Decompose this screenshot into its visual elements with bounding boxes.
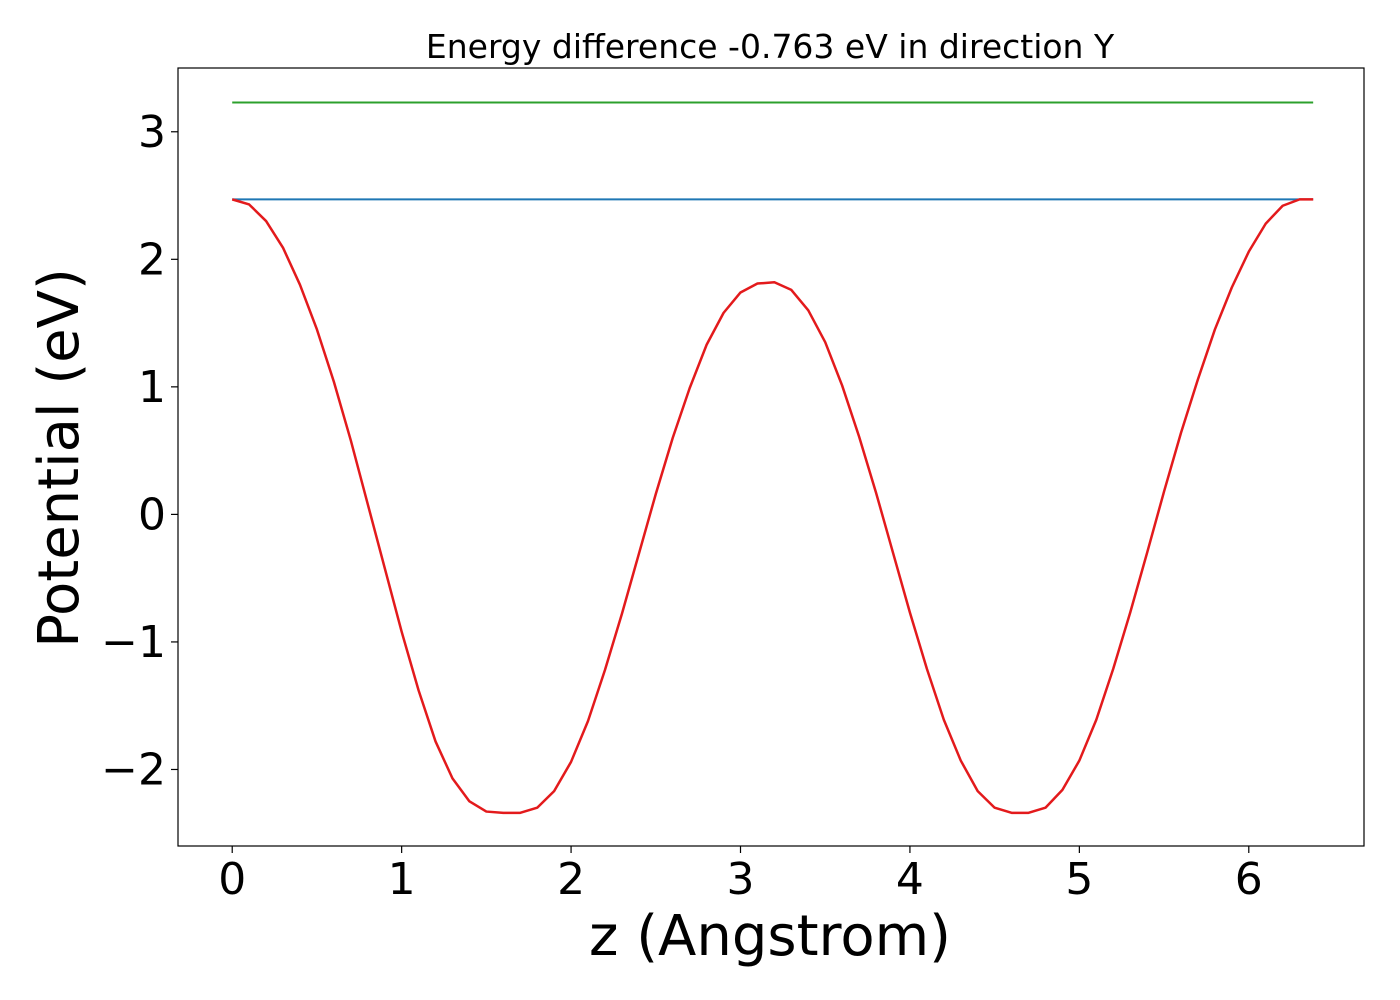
series-layer bbox=[231, 101, 1314, 815]
y-tick-label: 2 bbox=[138, 234, 166, 285]
x-tick-label: 1 bbox=[388, 854, 416, 905]
series-line-2 bbox=[231, 198, 1314, 815]
chart-title: Energy difference -0.763 eV in direction… bbox=[426, 27, 1115, 66]
y-tick-label: 0 bbox=[138, 489, 166, 540]
x-axis-ticks: 0 1 2 3 4 5 6 bbox=[218, 846, 1263, 905]
y-axis-ticks: −2 −1 0 1 2 3 bbox=[101, 107, 178, 795]
plot-frame bbox=[177, 67, 1365, 847]
x-tick-label: 2 bbox=[557, 854, 585, 905]
y-tick-label: 3 bbox=[138, 107, 166, 158]
x-tick-label: 3 bbox=[727, 854, 755, 905]
x-tick-label: 6 bbox=[1235, 854, 1263, 905]
y-tick-label: 1 bbox=[138, 362, 166, 413]
y-tick-label: −1 bbox=[101, 617, 166, 668]
x-tick-label: 4 bbox=[896, 854, 924, 905]
x-tick-label: 5 bbox=[1065, 854, 1093, 905]
y-tick-label: −2 bbox=[101, 744, 166, 795]
y-axis-label: Potential (eV) bbox=[27, 268, 92, 648]
x-tick-label: 0 bbox=[218, 854, 246, 905]
x-axis-label: z (Angstrom) bbox=[589, 904, 951, 969]
